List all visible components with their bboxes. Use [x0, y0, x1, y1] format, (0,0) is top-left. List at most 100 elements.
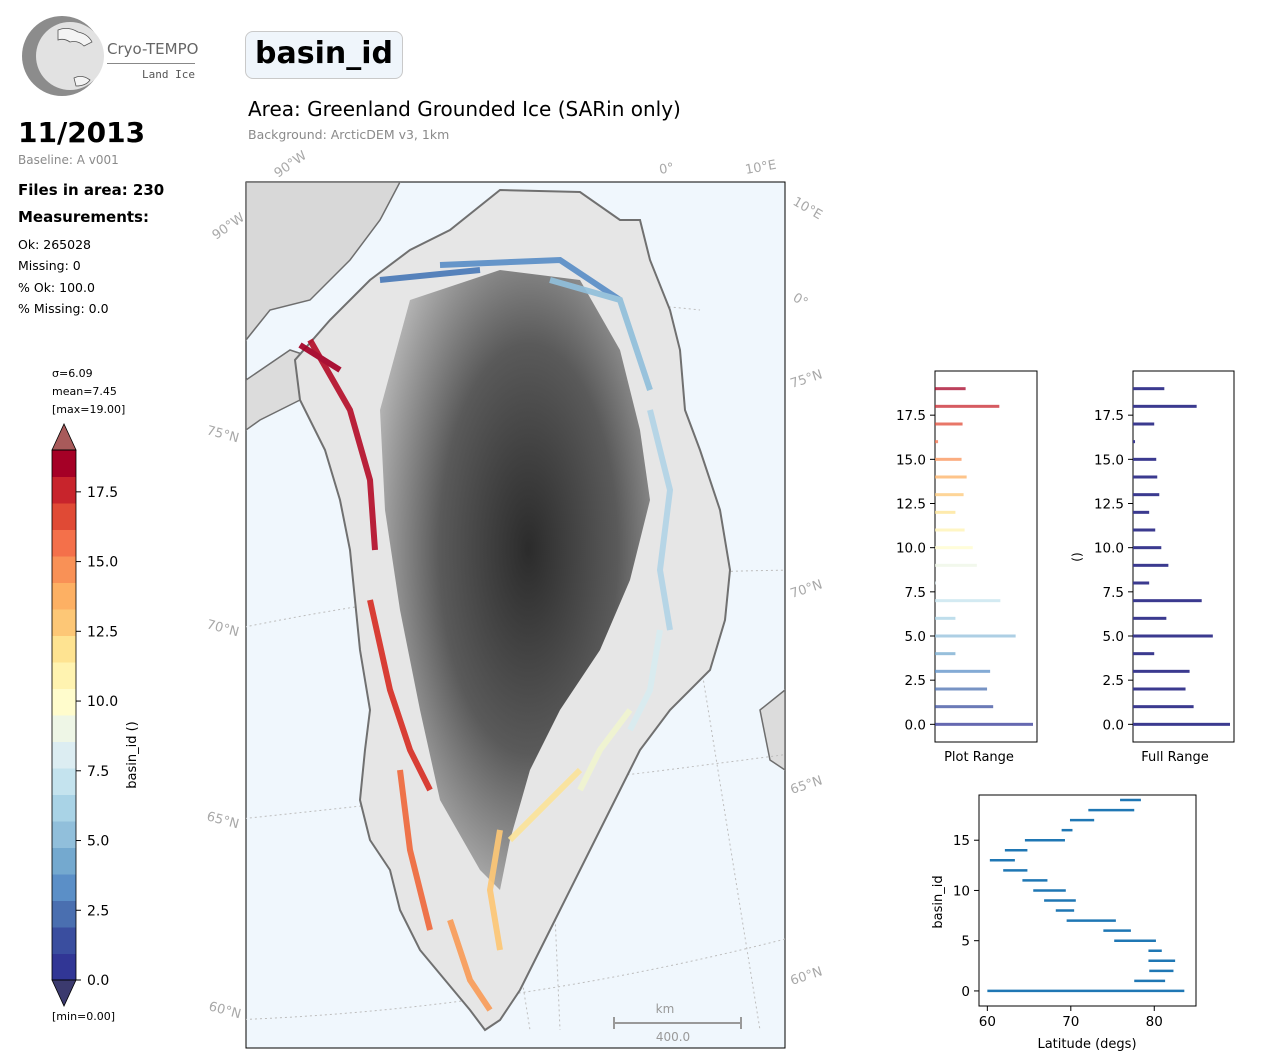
histogram-bar [935, 422, 963, 426]
histogram-tick-label: 10.0 [896, 541, 926, 557]
histogram-tick-label: 5.0 [1103, 629, 1124, 645]
variable-title: basin_id [245, 31, 403, 79]
histogram-bar [935, 722, 1033, 726]
histogram-bar [935, 652, 956, 656]
histogram-tick-label: 7.5 [1103, 585, 1124, 601]
lat-label-70-right: 70°N [789, 577, 825, 601]
colorbar-frame [51, 449, 77, 981]
histogram-tick-label: 10.0 [1094, 541, 1124, 557]
histogram-bar [1133, 422, 1155, 426]
latitude-xtick-label: 70 [1062, 1014, 1079, 1030]
colorbar-tick-label: 2.5 [87, 903, 109, 919]
colorbar-max-arrow [51, 423, 77, 451]
histogram-bar [1133, 546, 1162, 550]
histogram-tick-label: 5.0 [905, 629, 926, 645]
colorbar-sigma: σ=6.09 [52, 367, 93, 380]
colorbar-min: [min=0.00] [52, 1010, 115, 1023]
histogram-bar [935, 493, 964, 497]
histogram-bar [935, 705, 994, 709]
colorbar-segment [52, 635, 76, 663]
lat-label-75-left: 75°N [205, 423, 241, 446]
colorbar-min-arrow [51, 979, 77, 1007]
lat-label-65-right: 65°N [789, 773, 825, 797]
histogram-bar [1133, 705, 1194, 709]
latitude-ytick-label: 15 [953, 833, 970, 849]
lon-label-0-right: 0° [790, 290, 810, 310]
plot-range-xlabel: Plot Range [944, 750, 1014, 765]
latitude-xtick-label: 60 [979, 1014, 996, 1030]
colorbar-segment [52, 476, 76, 504]
lat-label-70-left: 70°N [205, 617, 241, 640]
measurement-tracks [298, 256, 674, 1012]
histogram-bar [1133, 510, 1150, 514]
colorbar-segment [52, 794, 76, 822]
histogram-bar [935, 581, 937, 585]
lat-label-60-left: 60°N [207, 999, 243, 1022]
files-count: Files in area: 230 [18, 181, 165, 199]
full-range-bars [1133, 387, 1230, 726]
latitude-ytick-label: 5 [961, 934, 970, 950]
colorbar-segment [52, 503, 76, 530]
full-range-histogram: 0.0 2.5 5.0 7.5 10.0 12.5 15.0 17.5 () Full Ran… [1070, 370, 1235, 765]
histogram-bar [935, 387, 966, 391]
histogram-bar [935, 616, 956, 620]
histogram-bar [1133, 528, 1156, 532]
colorbar-mean: mean=7.45 [52, 385, 117, 398]
histogram-bar [935, 440, 939, 444]
scale-value: 400.0 [656, 1030, 690, 1044]
histogram-bar [935, 528, 965, 532]
latitude-range-lines [987, 798, 1185, 993]
colorbar-max: [max=19.00] [52, 403, 125, 416]
histogram-bar [1133, 722, 1230, 726]
histogram-bar [1133, 404, 1197, 408]
histogram-bar [935, 563, 977, 567]
histogram-bar [935, 404, 1000, 408]
histogram-bar [935, 669, 991, 673]
colorbar-segment [52, 927, 76, 954]
full-range-ylabel: () [1070, 552, 1084, 561]
histogram-tick-label: 17.5 [1094, 408, 1124, 424]
background-caption: Background: ArcticDEM v3, 1km [248, 127, 450, 142]
colorbar-segment [52, 741, 76, 769]
lon-label-90w-left: 90°W [210, 210, 248, 243]
histogram-bar [1133, 599, 1202, 603]
measurements-heading: Measurements: [18, 208, 149, 226]
colorbar-segment [52, 874, 76, 901]
histogram-bar [935, 510, 956, 514]
colorbar-segment [52, 688, 76, 716]
logo-subtitle: Land Ice [142, 68, 195, 81]
lat-label-60-right: 60°N [789, 964, 825, 988]
colorbar-tick-label: 15.0 [87, 555, 118, 571]
logo-title: Cryo-TEMPO [107, 40, 199, 58]
colorbar-tick-label: 7.5 [87, 764, 109, 780]
stat-pct-missing: % Missing: 0.0 [18, 301, 109, 316]
colorbar-segment [52, 715, 76, 742]
histogram-bar [935, 634, 1016, 638]
latitude-xticks: 60 70 80 [979, 1006, 1163, 1030]
lat-label-75-right: 75°N [789, 367, 825, 391]
latitude-ylabel: basin_id [931, 875, 946, 928]
histogram-bar [935, 457, 962, 461]
full-range-xlabel: Full Range [1141, 750, 1209, 765]
histogram-tick-label: 0.0 [905, 717, 926, 733]
histogram-bar [1133, 563, 1169, 567]
histogram-tick-label: 15.0 [1094, 452, 1124, 468]
colorbar-segment [52, 847, 76, 875]
histogram-bar [935, 599, 1001, 603]
baseline-text: Baseline: A v001 [18, 153, 119, 167]
lon-label-10e-right: 10°E [790, 194, 825, 223]
histogram-bar [1133, 687, 1186, 691]
histogram-bar [1133, 475, 1158, 479]
histogram-bar [1133, 616, 1167, 620]
colorbar-segment [52, 582, 76, 610]
colorbar-segment [52, 529, 76, 557]
histogram-tick-label: 17.5 [896, 408, 926, 424]
histogram-bar [1133, 457, 1157, 461]
histogram-bar [1133, 652, 1155, 656]
histogram-tick-label: 15.0 [896, 452, 926, 468]
colorbar-segment [52, 821, 76, 848]
plot-range-bars [935, 387, 1033, 726]
colorbar: σ=6.09 mean=7.45 [max=19.00] 0.0 2.5 5.0 7.… [51, 367, 140, 1023]
colorbar-segments [51, 423, 77, 1007]
cryo-tempo-logo-icon [22, 16, 104, 96]
